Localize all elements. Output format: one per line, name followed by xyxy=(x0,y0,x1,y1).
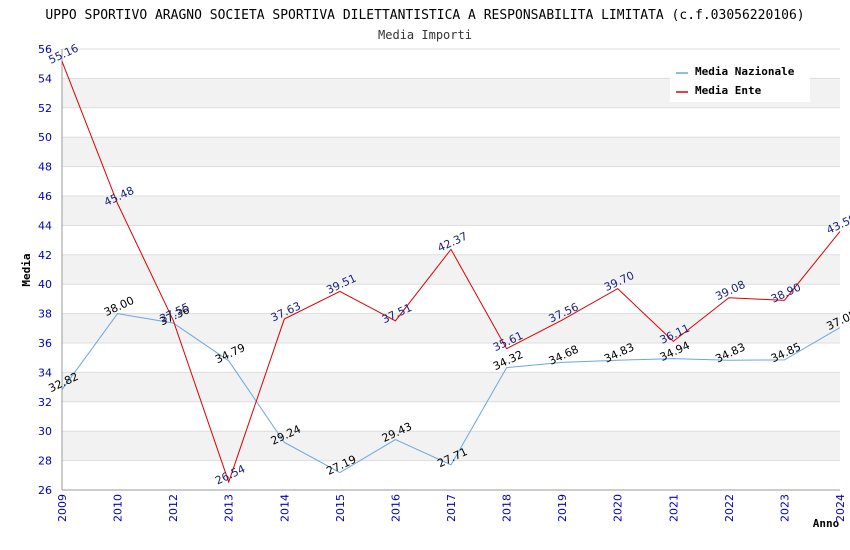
x-tick-label: 2024 xyxy=(834,494,847,522)
y-tick-label: 32 xyxy=(38,396,52,409)
x-tick-label: 2022 xyxy=(723,494,736,522)
legend: Media Nazionale Media Ente xyxy=(670,60,810,102)
x-tick-label: 2013 xyxy=(223,494,236,522)
y-tick-label: 28 xyxy=(38,455,52,468)
y-tick-label: 50 xyxy=(38,131,52,144)
background-band xyxy=(62,372,840,402)
x-tick-label: 2015 xyxy=(334,494,347,522)
y-tick-label: 40 xyxy=(38,278,52,291)
data-label: 37.05 xyxy=(824,308,850,333)
series-line-media-ente xyxy=(61,61,841,484)
y-tick-label: 52 xyxy=(38,102,52,115)
background-band xyxy=(62,196,840,226)
x-tick-label: 2009 xyxy=(56,494,69,522)
background-bands xyxy=(62,78,840,461)
x-tick-label: 2017 xyxy=(445,494,458,522)
x-tick-label: 2010 xyxy=(112,494,125,522)
x-tick-label: 2016 xyxy=(389,494,402,522)
chart-subtitle: Media Importi xyxy=(378,28,472,42)
background-band xyxy=(62,313,840,343)
y-tick-label: 42 xyxy=(38,249,52,262)
x-tick-label: 2021 xyxy=(667,494,680,522)
data-label: 34.83 xyxy=(602,340,636,365)
x-tick-label: 2023 xyxy=(778,494,791,522)
grid-lines xyxy=(62,48,840,491)
y-tick-label: 44 xyxy=(38,219,52,232)
y-tick-label: 48 xyxy=(38,161,52,174)
y-tick-label: 26 xyxy=(38,484,52,497)
series-lines xyxy=(61,61,841,484)
y-axis-label: Media xyxy=(20,253,33,286)
data-label: 34.68 xyxy=(547,343,581,368)
y-tick-label: 36 xyxy=(38,337,52,350)
y-tick-labels: 26 28 30 32 34 36 38 40 42 44 46 48 50 52 54 56 xyxy=(38,43,52,497)
series-line-media-nazionale xyxy=(61,313,841,474)
axes xyxy=(61,49,840,491)
background-band xyxy=(62,137,840,167)
x-tick-label: 2012 xyxy=(167,494,180,522)
legend-label-media-nazionale: Media Nazionale xyxy=(695,65,795,78)
background-band xyxy=(62,254,840,285)
y-tick-label: 30 xyxy=(38,425,52,438)
data-label: 42.37 xyxy=(435,230,469,255)
y-tick-label: 38 xyxy=(38,308,52,321)
data-label: 34.85 xyxy=(769,340,803,365)
x-tick-label: 2019 xyxy=(556,494,569,522)
x-tick-label: 2018 xyxy=(501,494,514,522)
y-tick-label: 46 xyxy=(38,190,52,203)
data-label: 26.54 xyxy=(213,462,247,487)
background-band xyxy=(62,431,840,461)
y-tick-label: 54 xyxy=(38,72,52,85)
legend-box xyxy=(670,60,810,102)
x-tick-label: 2020 xyxy=(612,494,625,522)
y-tick-label: 56 xyxy=(38,43,52,56)
chart-title: UPPO SPORTIVO ARAGNO SOCIETA SPORTIVA DI… xyxy=(45,8,804,23)
legend-label-media-ente: Media Ente xyxy=(695,84,762,97)
x-axis-label: Anno xyxy=(813,517,840,530)
x-tick-label: 2014 xyxy=(278,494,291,522)
x-tick-labels: 2009 2010 2012 2013 2014 2015 2016 2017 2018 2019… xyxy=(56,494,847,522)
data-label: 34.83 xyxy=(713,340,747,365)
y-tick-label: 34 xyxy=(38,366,52,379)
